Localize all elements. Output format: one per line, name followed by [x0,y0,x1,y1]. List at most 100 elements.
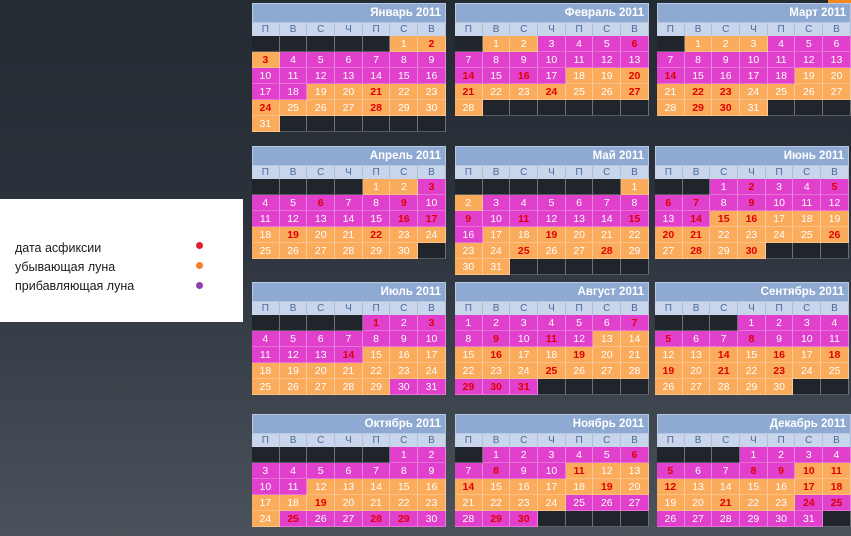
day-cell-asphyxia: 19 [593,479,622,495]
day-cell-waning: 26 [593,84,622,100]
weekday-label: В [418,166,446,179]
day-cell-waxing: 12 [821,195,849,211]
day-cell-waning: 18 [252,363,280,379]
day-cell-waxing: 7 [657,52,685,68]
day-cell-waning: 20 [621,479,649,495]
day-cell-waxing: 1 [390,447,419,463]
day-cell-asphyxia: 24 [795,495,824,511]
empty-day-cell [390,116,419,132]
day-cell-waning: 19 [657,495,685,511]
weekday-label: С [710,302,739,315]
weekday-label: С [593,302,622,315]
day-cell-waxing: 9 [418,52,446,68]
weekday-label: С [712,434,741,447]
day-cell-waning: 12 [307,479,336,495]
day-cell-waxing: 5 [538,195,566,211]
day-cell-waxing: 9 [765,331,794,347]
day-cell-waxing: 10 [418,331,446,347]
week-row: 15 16 17 18 19 20 21 [455,347,649,363]
day-cell-asphyxia: 11 [565,463,594,479]
empty-day-cell [621,379,649,395]
empty-day-cell [252,315,280,331]
day-cell-waxing: 7 [455,463,483,479]
week-row: 19 20 21 22 23 24 25 [657,495,851,511]
day-cell-waning: 22 [482,495,511,511]
day-cell-waning: 17 [482,227,511,243]
empty-day-cell [795,100,824,116]
day-cell-asphyxia: 16 [482,347,511,363]
weekday-label: Ч [335,302,363,315]
day-cell-waxing: 6 [565,195,594,211]
week-row: 31 [252,116,446,132]
weekday-label: В [418,434,446,447]
day-cell-waxing: 4 [767,36,796,52]
day-cell-asphyxia: 20 [655,227,683,243]
empty-day-cell [793,379,822,395]
weekday-label: В [482,23,511,36]
day-cell-asphyxia: 14 [682,211,711,227]
day-cell-asphyxia: 19 [279,227,308,243]
day-cell-waxing: 17 [740,68,768,84]
weekday-label: В [684,434,713,447]
day-cell-waning: 3 [740,36,768,52]
weekday-label: П [252,434,280,447]
day-cell-waning: 20 [565,227,594,243]
day-cell-waning: 25 [767,84,796,100]
day-cell-waning: 26 [565,363,594,379]
day-cell-waning: 13 [593,331,622,347]
day-cell-waning: 29 [621,243,649,259]
day-cell-waning: 17 [793,347,822,363]
day-cell-waning: 1 [684,36,713,52]
legend-dot-waning [196,262,203,269]
month-title: Май 2011 [455,146,649,166]
month-calendar: Февраль 2011 П В С Ч П С В 1 2 3 4 5 6 7 8 9 10 11 12 13 14 15… [455,3,649,116]
day-cell-waxing: 10 [482,211,511,227]
month-calendar: Октябрь 2011 П В С Ч П С В 1 2 3 4 5 6 7 8 9 10 11 12 13 14 15… [252,414,446,527]
day-cell-asphyxia: 14 [657,68,685,84]
empty-day-cell [252,179,280,195]
day-cell-waxing: 3 [793,315,822,331]
day-cell-waning: 25 [565,84,594,100]
day-cell-waxing: 4 [565,36,594,52]
day-cell-asphyxia: 7 [621,315,649,331]
day-cell-waning: 30 [390,243,419,259]
day-cell-waning: 22 [362,363,391,379]
weekday-label: В [621,166,649,179]
day-cell-asphyxia: 1 [362,315,391,331]
week-row: 19 20 21 22 23 24 25 [655,363,849,379]
day-cell-waning: 30 [418,100,446,116]
day-cell-waning: 27 [565,243,594,259]
day-cell-waxing: 8 [362,195,391,211]
day-cell-waxing: 9 [418,463,446,479]
empty-day-cell [655,179,683,195]
empty-day-cell [538,179,566,195]
empty-day-cell [418,243,446,259]
month-title: Июнь 2011 [655,146,849,166]
day-cell-waning: 27 [593,363,622,379]
day-cell-asphyxia: 19 [655,363,683,379]
day-cell-waning: 17 [510,347,539,363]
day-cell-waxing: 10 [740,52,768,68]
day-cell-waning: 13 [682,347,711,363]
day-cell-asphyxia: 29 [684,100,713,116]
weekday-label: В [821,302,849,315]
empty-day-cell [279,179,308,195]
day-cell-asphyxia: 9 [455,211,483,227]
weekday-label: П [657,434,685,447]
day-cell-waning: 23 [418,84,446,100]
empty-day-cell [482,179,511,195]
week-row: 18 19 20 21 22 23 24 [252,227,446,243]
day-cell-waxing: 14 [335,211,363,227]
empty-day-cell [538,259,566,275]
day-cell-waning: 2 [712,36,741,52]
day-cell-waxing: 16 [418,68,446,84]
day-cell-waxing: 10 [538,52,566,68]
